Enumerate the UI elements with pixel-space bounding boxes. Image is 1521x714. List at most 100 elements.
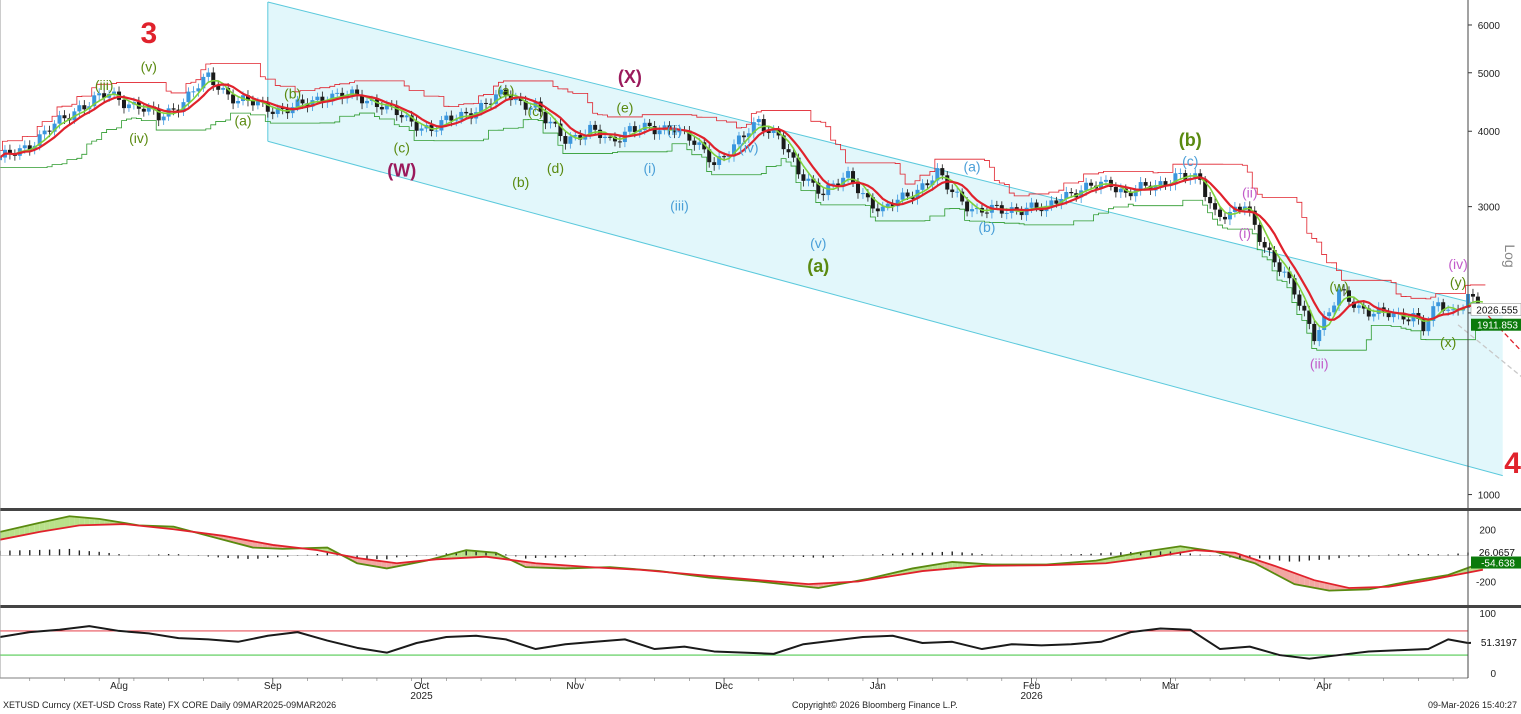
candle-body xyxy=(1327,312,1332,317)
candle-body xyxy=(578,135,583,140)
candle-body xyxy=(1361,305,1366,309)
candle-body xyxy=(216,85,221,90)
macd-last-box xyxy=(1471,556,1521,569)
candle-body xyxy=(573,135,578,137)
wave-label: (c) xyxy=(394,140,410,156)
candle-body xyxy=(1436,302,1441,307)
candle-body xyxy=(1376,307,1381,314)
candle-body xyxy=(77,105,82,112)
candle-body xyxy=(756,119,761,123)
candle-body xyxy=(196,88,201,92)
macd-fill-segment xyxy=(371,559,377,567)
macd-last-label: 26.0657 xyxy=(1479,548,1516,559)
candle-body xyxy=(156,109,161,121)
candle-body xyxy=(553,121,558,124)
candle-body xyxy=(1173,173,1178,185)
month-label: Apr xyxy=(1316,681,1332,692)
wave-label: (w) xyxy=(1329,279,1348,295)
candle-body xyxy=(841,177,846,186)
wave-label: (b) xyxy=(512,174,529,190)
wave-label: (c) xyxy=(1182,153,1198,169)
macd-signal-line xyxy=(0,523,1484,589)
wave-label: (X) xyxy=(618,67,642,87)
candle-body xyxy=(161,116,166,121)
macd-fill-segment xyxy=(1324,582,1330,591)
wave-label: (y) xyxy=(1450,274,1466,290)
candle-body xyxy=(146,106,151,112)
candle-body xyxy=(905,192,910,197)
macd-fill-segment xyxy=(962,562,968,568)
candle-body xyxy=(806,178,811,181)
candle-body xyxy=(1218,209,1223,217)
candle-body xyxy=(265,102,270,112)
macd-fill-segment xyxy=(0,530,5,540)
wave-label: (e) xyxy=(616,99,633,115)
candle-body xyxy=(37,134,42,146)
moving-average-short-line xyxy=(0,79,1483,329)
candle-body xyxy=(404,115,409,118)
candle-body xyxy=(1332,305,1337,313)
candle-body xyxy=(0,157,2,161)
candle-body xyxy=(970,209,975,212)
candle-body xyxy=(236,100,241,104)
macd-fill-segment xyxy=(461,550,467,558)
candle-body xyxy=(1227,211,1232,220)
candle-body xyxy=(1143,182,1148,186)
macd-fill-segment xyxy=(1170,546,1176,555)
candle-body xyxy=(1371,313,1376,317)
wave-label: (v) xyxy=(141,58,157,74)
candle-body xyxy=(1103,179,1108,182)
macd-fill-segment xyxy=(39,521,45,532)
candle-body xyxy=(741,135,746,138)
candle-body xyxy=(1118,188,1123,193)
macd-fill-segment xyxy=(19,526,25,536)
candle-body xyxy=(1282,271,1287,273)
wave-label: 4 xyxy=(1504,447,1521,480)
candle-body xyxy=(771,129,776,133)
month-label: Sep xyxy=(264,681,282,692)
candle-body xyxy=(727,156,732,158)
rsi-axis-label: 100 xyxy=(1479,609,1496,620)
macd-fill-segment xyxy=(84,517,90,526)
candle-body xyxy=(310,100,315,107)
candle-body xyxy=(1431,306,1436,321)
candle-body xyxy=(1138,182,1143,190)
candle-body xyxy=(320,96,325,103)
candle-body xyxy=(647,122,652,127)
macd-fill-segment xyxy=(1319,581,1325,590)
candle-body xyxy=(1356,305,1361,308)
macd-fill-segment xyxy=(1140,551,1146,559)
candle-body xyxy=(632,126,637,132)
macd-fill-segment xyxy=(29,523,35,534)
candle-body xyxy=(1213,203,1218,210)
macd-fill-segment xyxy=(1175,546,1181,554)
candle-body xyxy=(1158,181,1163,186)
macd-fill-segment xyxy=(1329,583,1335,591)
candle-body xyxy=(1084,182,1089,191)
candle-body xyxy=(657,130,662,135)
candle-body xyxy=(1426,320,1431,332)
macd-fill-segment xyxy=(1160,548,1166,556)
macd-fill-segment xyxy=(89,517,95,526)
wave-label: (v) xyxy=(810,235,826,251)
candle-body xyxy=(1113,186,1118,193)
candle-body xyxy=(300,99,305,104)
candle-body xyxy=(191,91,196,93)
month-label: Aug xyxy=(110,681,128,692)
price-axis-label: 4000 xyxy=(1478,127,1501,138)
candle-body xyxy=(245,95,250,101)
candle-body xyxy=(751,122,756,134)
channel-lower-line xyxy=(267,140,1503,477)
candle-body xyxy=(330,93,335,102)
candle-body xyxy=(920,183,925,190)
channel-fill xyxy=(267,1,1503,476)
channel-upper-line xyxy=(267,1,1503,311)
candle-body xyxy=(568,136,573,144)
candle-body xyxy=(479,102,484,113)
macd-fill-segment xyxy=(937,563,943,570)
candle-body xyxy=(449,115,454,121)
lower-step-band xyxy=(0,112,1486,351)
candle-body xyxy=(1148,185,1153,191)
candle-body xyxy=(603,136,608,139)
